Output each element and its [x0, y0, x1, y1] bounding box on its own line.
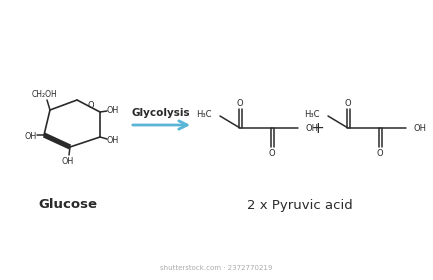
Text: OH: OH [107, 106, 119, 115]
Text: OH: OH [107, 136, 119, 144]
Text: O: O [88, 101, 94, 109]
Text: O: O [237, 99, 243, 108]
Text: H₃C: H₃C [197, 109, 212, 118]
Text: OH: OH [62, 157, 74, 165]
Text: OH: OH [413, 123, 426, 132]
Text: CH₂OH: CH₂OH [32, 90, 58, 99]
Text: +: + [312, 120, 324, 136]
Text: O: O [345, 99, 351, 108]
Text: shutterstock.com · 2372770219: shutterstock.com · 2372770219 [160, 265, 272, 271]
Text: 2 x Pyruvic acid: 2 x Pyruvic acid [247, 199, 353, 211]
Text: OH: OH [25, 132, 37, 141]
Text: O: O [377, 148, 383, 158]
Text: Glycolysis: Glycolysis [132, 108, 191, 118]
Text: OH: OH [305, 123, 318, 132]
Text: Glucose: Glucose [39, 199, 97, 211]
Text: H₃C: H₃C [304, 109, 320, 118]
Text: O: O [269, 148, 275, 158]
